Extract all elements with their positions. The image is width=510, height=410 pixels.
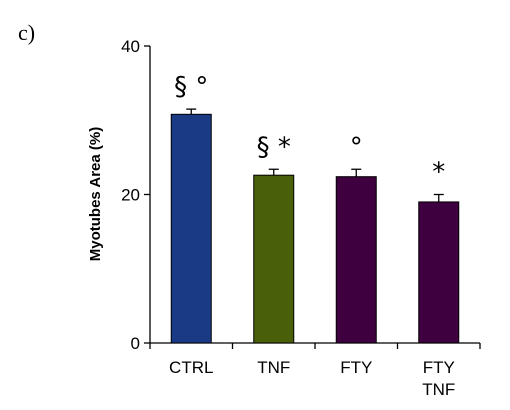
y-axis-label: Myotubes Area (%) bbox=[87, 127, 104, 261]
x-tick-label: FTY bbox=[423, 358, 455, 377]
x-tick-label: TNF bbox=[257, 358, 290, 377]
significance-marker: § * bbox=[257, 132, 291, 162]
bars bbox=[170, 113, 460, 344]
bar bbox=[418, 201, 460, 344]
significance-marker: ° bbox=[350, 132, 363, 162]
significance-marker: § ° bbox=[174, 72, 208, 102]
y-tick-label: 0 bbox=[131, 334, 140, 353]
panel-label: c) bbox=[18, 20, 35, 45]
y-ticks: 0 20 40 bbox=[121, 37, 150, 353]
x-tick-label: TNF bbox=[422, 380, 455, 399]
y-tick-label: 20 bbox=[121, 186, 140, 205]
bar bbox=[335, 176, 377, 344]
bar bbox=[170, 113, 212, 344]
x-tick-labels: CTRL TNF FTY FTY TNF bbox=[169, 358, 455, 399]
annotations: § ° § * ° * bbox=[174, 72, 445, 187]
error-bars bbox=[186, 108, 444, 202]
x-tick-label: FTY bbox=[340, 358, 372, 377]
bar bbox=[253, 174, 295, 344]
y-tick-label: 40 bbox=[121, 37, 140, 56]
x-tick-label: CTRL bbox=[169, 358, 213, 377]
x-ticks bbox=[149, 343, 481, 349]
significance-marker: * bbox=[432, 158, 445, 188]
